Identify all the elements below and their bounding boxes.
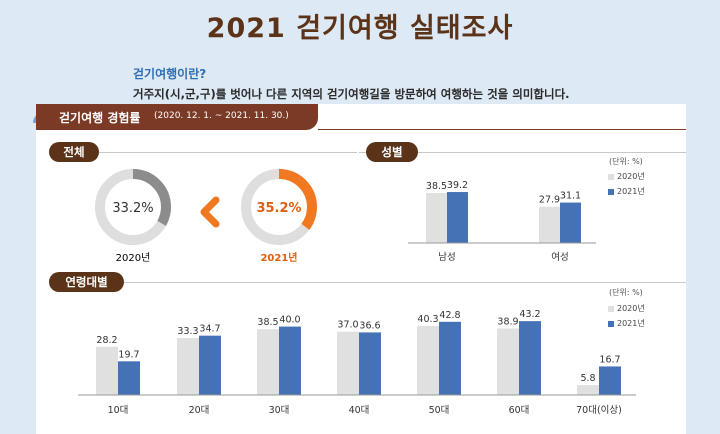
age-value-label: 5.8	[580, 373, 595, 384]
age-value-label: 37.0	[337, 320, 358, 331]
donut-slice-0	[95, 169, 171, 245]
age-bar	[257, 329, 279, 395]
donut-slice-1	[241, 169, 317, 245]
comparison-arrow-icon	[200, 196, 220, 228]
gender-divider-left	[359, 152, 366, 153]
age-value-label: 40.3	[417, 314, 438, 325]
gender-value-label: 38.5	[426, 181, 447, 192]
age-bar	[417, 326, 439, 395]
gender-value-label: 31.1	[560, 191, 581, 202]
age-value-label: 33.3	[177, 326, 198, 337]
age-category-label: 50대	[429, 405, 450, 416]
age-category-label: 40대	[349, 405, 370, 416]
age-bar	[577, 385, 599, 395]
age-legend-2020: 2020년	[608, 303, 645, 314]
section-title: 걷기여행 경험률	[59, 111, 141, 125]
gender-unit: (단위: %)	[609, 157, 643, 166]
donut-label-2021: 2021년	[260, 253, 298, 264]
gender-category-label: 남성	[438, 252, 455, 263]
age-bar	[599, 366, 621, 395]
overall-divider	[99, 152, 357, 153]
age-category-label: 10대	[108, 405, 129, 416]
age-unit: (단위: %)	[609, 288, 643, 297]
age-bar	[439, 321, 461, 395]
definition-question: 걷기여행이란?	[133, 67, 207, 81]
age-bar	[497, 328, 519, 395]
age-value-label: 42.8	[439, 310, 460, 321]
survey-card: 걷기여행 경험률 (2020. 12. 1. ~ 2021. 11. 30.) …	[33, 104, 686, 434]
age-category-label: 20대	[189, 405, 210, 416]
gender-legend-2020: 2020년	[608, 171, 645, 182]
gender-bar	[539, 206, 560, 243]
donut-value-label: 33.2%	[112, 201, 153, 216]
gender-category-label: 여성	[551, 251, 568, 263]
gender-legend-2021: 2021년	[608, 186, 645, 197]
page-title: 2021 걷기여행 실태조사	[206, 13, 514, 44]
gender-bar	[447, 192, 468, 243]
age-divider	[124, 282, 686, 283]
donut-chart: 33.2% 35.2%	[95, 169, 317, 245]
age-value-label: 38.9	[497, 316, 518, 327]
age-value-label: 28.2	[96, 335, 117, 346]
age-value-label: 38.5	[257, 317, 278, 328]
age-bar	[177, 338, 199, 395]
age-category-label: 30대	[269, 405, 290, 416]
gender-divider-right	[418, 152, 686, 153]
overall-pill: 전체	[49, 142, 99, 162]
donut-label-2020: 2020년	[115, 253, 151, 264]
age-bar	[118, 361, 140, 395]
age-pill: 연령대별	[49, 272, 124, 292]
definition-answer: 거주지(시,군,구)를 벗어나 다른 지역의 걷기여행길을 방문하여 여행하는 …	[133, 87, 570, 101]
section-divider	[318, 129, 686, 130]
age-bar	[519, 321, 541, 395]
age-bar	[359, 332, 381, 395]
section-header: 걷기여행 경험률 (2020. 12. 1. ~ 2021. 11. 30.)	[36, 104, 318, 130]
age-category-label: 70대(이상)	[576, 405, 622, 416]
gender-bar	[560, 202, 581, 243]
age-value-label: 40.0	[279, 315, 300, 326]
age-legend-2021: 2021년	[608, 318, 645, 329]
gender-bar	[426, 192, 447, 243]
section-period: (2020. 12. 1. ~ 2021. 11. 30.)	[154, 111, 289, 121]
age-category-label: 60대	[509, 405, 530, 416]
age-value-label: 19.7	[118, 349, 139, 360]
age-value-label: 16.7	[599, 354, 620, 365]
donut-value-label: 35.2%	[256, 201, 301, 216]
age-value-label: 43.2	[519, 309, 540, 320]
age-bar	[96, 346, 118, 395]
gender-value-label: 39.2	[447, 180, 468, 191]
age-bar	[279, 326, 301, 395]
age-value-label: 34.7	[199, 324, 220, 335]
gender-value-label: 27.9	[539, 195, 560, 206]
age-bar	[199, 335, 221, 395]
gender-pill: 성별	[366, 142, 418, 162]
age-bar	[337, 331, 359, 395]
age-value-label: 36.6	[359, 320, 380, 331]
